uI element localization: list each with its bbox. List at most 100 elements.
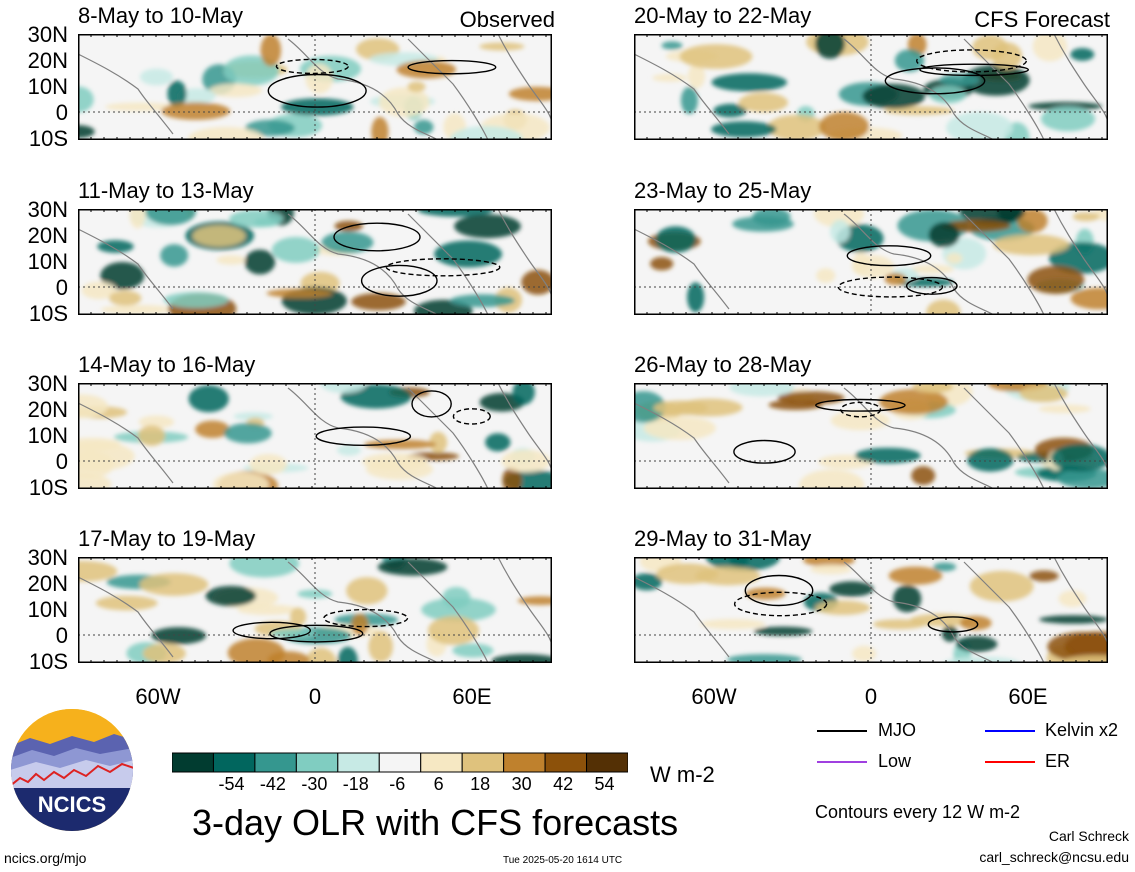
mjo-contour (385, 258, 501, 277)
contour-note: Contours every 12 W m-2 (815, 802, 1021, 822)
lon-label-60e-left: 60E (452, 684, 492, 709)
lon-label-60e-right: 60E (1008, 684, 1048, 709)
lat-label-row3-0: 30N (27, 371, 68, 396)
legend (817, 730, 1035, 763)
olr-map-panel-3 (78, 209, 552, 315)
olr-map-panel-1 (78, 34, 552, 140)
lat-label-row3-1: 20N (27, 397, 68, 422)
olr-map-panel-6 (634, 383, 1108, 489)
colorbar-cell-5 (378, 752, 422, 773)
olr-map-panel-4 (634, 209, 1108, 315)
lat-label-row2-2: 10N (27, 249, 68, 274)
legend-kelvin: Kelvin x2 (1045, 720, 1119, 740)
colorbar-cell-1 (212, 752, 256, 773)
colorbar (172, 752, 628, 773)
coastline (78, 209, 552, 315)
colorbar-label-6: 18 (470, 774, 491, 794)
olr-map-panel-7 (78, 557, 552, 663)
colorbar-label-9: 54 (594, 774, 615, 794)
map-frame (634, 34, 1108, 140)
colorbar-label-8: 42 (553, 774, 574, 794)
coastline (78, 557, 552, 663)
lat-label-row2-3: 0 (55, 275, 68, 300)
lat-label-row3-4: 10S (28, 475, 68, 500)
lat-label-row1-4: 10S (28, 126, 68, 151)
lon-label-60w-left: 60W (135, 684, 181, 709)
colorbar-units: W m-2 (650, 762, 715, 787)
coastline (634, 209, 1108, 315)
colorbar-cell-3 (295, 752, 339, 773)
mjo-contour (815, 398, 906, 412)
site-url: ncics.org/mjo (4, 850, 87, 866)
panel-title-8: 29-May to 31-May (634, 526, 812, 551)
lat-label-row3-2: 10N (27, 423, 68, 448)
lon-label-60w-right: 60W (691, 684, 737, 709)
panel-label-observed: Observed (459, 7, 555, 32)
mjo-contour (846, 245, 932, 267)
logo-text: NCICS (38, 792, 106, 817)
map-frame (78, 34, 552, 140)
colorbar-label-2: -30 (301, 774, 328, 794)
colorbar-cell-7 (461, 752, 505, 773)
main-title: 3-day OLR with CFS forecasts (192, 802, 679, 843)
lat-label-row4-3: 0 (55, 623, 68, 648)
panel-title-7: 17-May to 19-May (78, 526, 256, 551)
mjo-contour (919, 63, 1029, 77)
panel-title-5: 14-May to 16-May (78, 352, 256, 377)
mjo-contour (733, 439, 796, 464)
map-frame (78, 209, 552, 315)
map-frame (634, 209, 1108, 315)
panel-title-2: 20-May to 22-May (634, 3, 812, 28)
ncics-logo: NCICS (11, 709, 133, 831)
colorbar-label-4: -6 (389, 774, 406, 794)
mjo-contour (452, 408, 491, 425)
mjo-contour (360, 264, 438, 297)
panel-title-3: 11-May to 13-May (78, 178, 254, 203)
mjo-contour (315, 426, 412, 446)
colorbar-label-7: 30 (511, 774, 532, 794)
panel-title-6: 26-May to 28-May (634, 352, 812, 377)
lat-label-row2-1: 20N (27, 223, 68, 248)
panel-title-1: 8-May to 10-May (78, 3, 244, 28)
lat-label-row4-1: 20N (27, 571, 68, 596)
panel-label-forecast: CFS Forecast (974, 7, 1110, 32)
lat-label-row1-0: 30N (27, 22, 68, 47)
map-frame (634, 383, 1108, 489)
lat-label-row2-0: 30N (27, 197, 68, 222)
lon-label-0-right: 0 (864, 684, 878, 709)
colorbar-label-0: -54 (218, 774, 245, 794)
coastline (634, 34, 1108, 140)
lon-label-0-left: 0 (308, 684, 322, 709)
mjo-contour (744, 574, 814, 607)
lat-label-row4-2: 10N (27, 597, 68, 622)
mjo-contour (232, 621, 312, 640)
colorbar-cell-10 (586, 752, 628, 773)
panel-title-4: 23-May to 25-May (634, 178, 812, 203)
olr-map-panel-2 (634, 34, 1108, 140)
lat-label-row1-3: 0 (55, 100, 68, 125)
coastline (78, 34, 552, 140)
legend-mjo: MJO (878, 720, 916, 740)
colorbar-label-3: -18 (342, 774, 369, 794)
colorbar-cell-2 (254, 752, 297, 773)
mjo-contour (411, 390, 452, 418)
colorbar-cell-9 (544, 752, 588, 773)
colorbar-cell-6 (420, 752, 463, 773)
lat-label-row4-4: 10S (28, 649, 68, 674)
mjo-contour (275, 58, 349, 75)
colorbar-label-1: -42 (259, 774, 286, 794)
mjo-contour (927, 616, 979, 633)
coastline (634, 383, 1108, 489)
timestamp: Tue 2025-05-20 1614 UTC (503, 855, 623, 866)
mjo-contour (269, 624, 364, 643)
colorbar-label-5: 6 (433, 774, 444, 794)
mjo-contour (267, 73, 367, 108)
coastline (78, 383, 552, 489)
mjo-contour (916, 49, 1028, 73)
lat-label-row1-2: 10N (27, 74, 68, 99)
colorbar-cell-8 (503, 752, 546, 773)
lat-label-row3-3: 0 (55, 449, 68, 474)
email: carl_schreck@ncsu.edu (979, 849, 1129, 865)
mjo-contour (837, 276, 944, 298)
legend-low: Low (878, 751, 912, 771)
